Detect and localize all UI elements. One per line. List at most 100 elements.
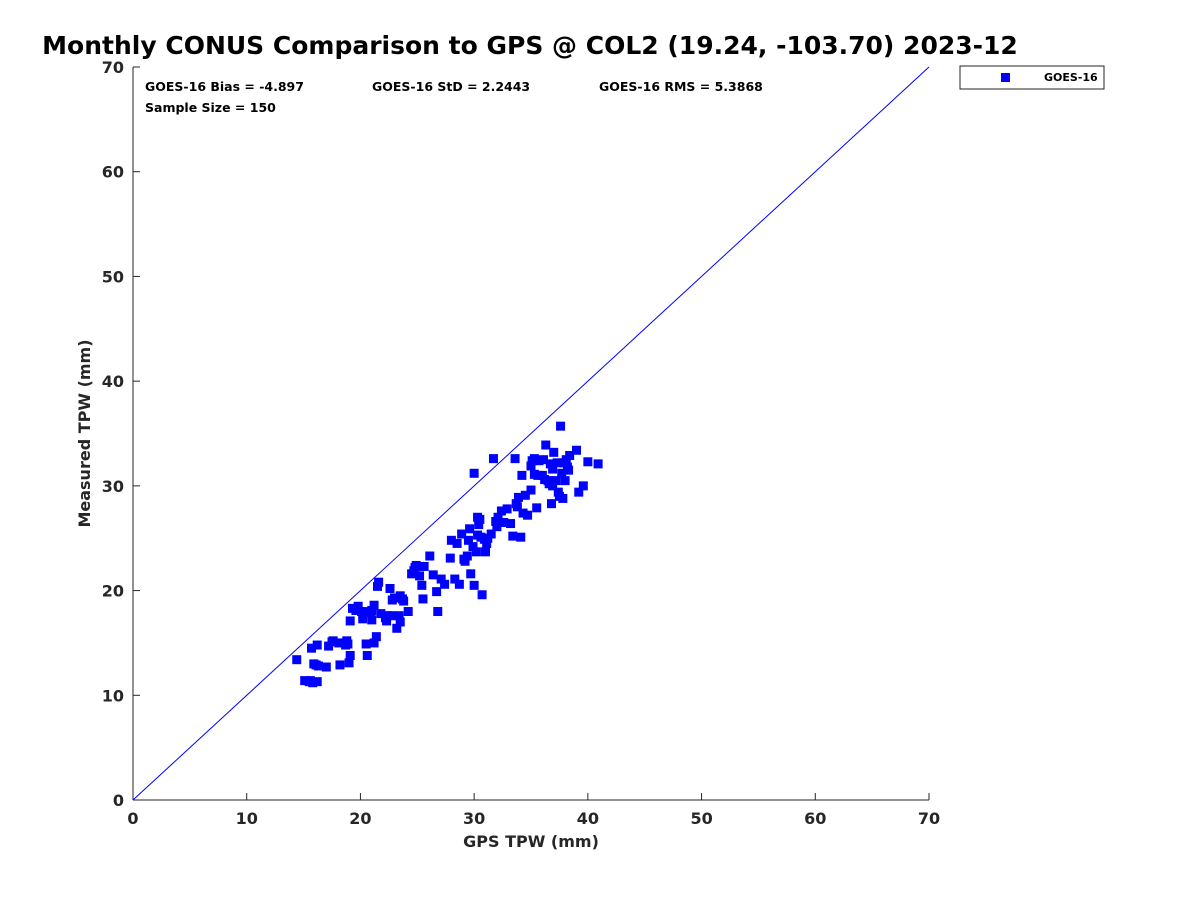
data-point: [469, 580, 479, 590]
data-point: [452, 538, 462, 548]
data-point: [358, 614, 368, 624]
data-point: [518, 508, 528, 518]
data-point: [574, 487, 584, 497]
data-point: [545, 459, 555, 469]
y-tick-labels: 0 10 20 30 40 50 60 70: [102, 58, 124, 810]
sample-size-stat: Sample Size = 150: [145, 100, 276, 115]
x-tick-label: 60: [804, 809, 826, 828]
data-point: [539, 455, 549, 465]
data-point: [457, 529, 467, 539]
data-point: [369, 638, 379, 648]
data-point: [554, 491, 564, 501]
data-point: [311, 660, 321, 670]
data-point: [399, 596, 409, 606]
data-point: [516, 532, 526, 542]
data-point: [534, 456, 544, 466]
data-point: [392, 623, 402, 633]
data-point: [546, 499, 556, 509]
data-point: [488, 454, 498, 464]
data-point: [512, 502, 522, 512]
data-point: [292, 655, 302, 665]
data-point: [496, 506, 506, 516]
data-point: [492, 522, 502, 532]
y-tick-label: 10: [102, 686, 124, 705]
data-point: [385, 583, 395, 593]
data-point: [477, 590, 487, 600]
data-point: [583, 457, 593, 467]
data-point: [508, 531, 518, 541]
data-point: [321, 662, 331, 672]
data-point: [517, 470, 527, 480]
data-point: [493, 512, 503, 522]
x-axis-label: GPS TPW (mm): [463, 832, 599, 851]
data-point: [419, 561, 429, 571]
data-point: [425, 551, 435, 561]
data-point: [475, 514, 485, 524]
y-tick-label: 60: [102, 163, 124, 182]
x-tick-labels: 0 10 20 30 40 50 60 70: [127, 809, 940, 828]
data-point: [502, 504, 512, 514]
data-point: [369, 600, 379, 610]
data-point: [334, 638, 344, 648]
data-point: [411, 560, 421, 570]
bias-stat: GOES-16 Bias = -4.897: [145, 79, 304, 94]
data-point: [460, 556, 470, 566]
data-points: [292, 421, 603, 688]
data-point: [549, 447, 559, 457]
data-point: [432, 587, 442, 597]
y-tick-label: 50: [102, 267, 124, 286]
axes: [132, 66, 930, 801]
data-point: [312, 640, 322, 650]
data-point: [450, 574, 460, 584]
data-point: [415, 571, 425, 581]
data-point: [362, 650, 372, 660]
x-tick-label: 70: [918, 809, 940, 828]
legend-box: [959, 65, 1105, 90]
data-point: [578, 481, 588, 491]
x-tick-label: 20: [349, 809, 371, 828]
data-point: [513, 492, 523, 502]
data-point: [486, 529, 496, 539]
data-point: [551, 476, 561, 486]
data-point: [541, 440, 551, 450]
data-point: [506, 519, 516, 529]
data-point: [557, 468, 567, 478]
data-point: [394, 611, 404, 621]
data-point: [409, 566, 419, 576]
data-point: [565, 450, 575, 460]
data-point: [403, 607, 413, 617]
data-point: [395, 617, 405, 627]
data-point: [463, 535, 473, 545]
data-point: [382, 616, 392, 626]
data-point: [390, 593, 400, 603]
data-point: [548, 464, 558, 474]
legend-marker-square: [1001, 73, 1010, 82]
data-point: [510, 454, 520, 464]
data-point: [440, 579, 450, 589]
data-point: [562, 462, 572, 472]
x-tick-label: 0: [127, 809, 138, 828]
data-point: [469, 468, 479, 478]
data-point: [520, 490, 530, 500]
y-tick-label: 70: [102, 58, 124, 77]
data-point: [571, 445, 581, 455]
data-point: [462, 551, 472, 561]
data-point: [482, 538, 492, 548]
x-tick-label: 50: [690, 809, 712, 828]
data-point: [533, 470, 543, 480]
data-point: [376, 609, 386, 619]
data-point: [357, 607, 367, 617]
data-point: [446, 535, 456, 545]
legend-label-goes-16: GOES-16: [1044, 71, 1098, 84]
x-tick-label: 40: [577, 809, 599, 828]
data-point: [428, 570, 438, 580]
data-point: [468, 542, 478, 552]
plot-area: [132, 66, 930, 801]
data-point: [556, 421, 566, 431]
data-point: [343, 639, 353, 649]
data-point: [526, 485, 536, 495]
data-point: [523, 510, 533, 520]
y-axis-label: Measured TPW (mm): [75, 339, 94, 527]
statistics-annotations: GOES-16 Bias = -4.897 GOES-16 StD = 2.24…: [145, 79, 763, 115]
